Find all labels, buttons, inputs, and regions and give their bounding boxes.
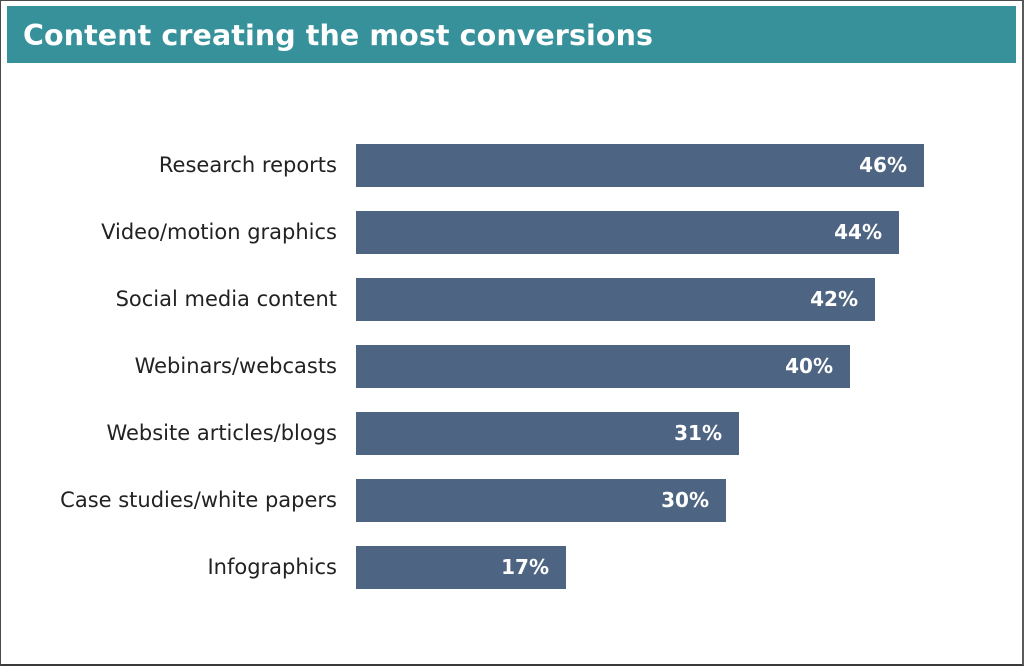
bar-row: Infographics 17% [0,546,1024,590]
value-label: 46% [859,153,907,177]
bar-row: Research reports 46% [0,144,1024,188]
value-label: 44% [834,220,882,244]
category-label: Research reports [158,153,337,177]
value-label: 17% [501,555,549,579]
category-label: Video/motion graphics [101,220,337,244]
bar: 40% [356,345,850,388]
bar: 42% [356,278,875,321]
bar-row: Webinars/webcasts 40% [0,345,1024,389]
category-label: Infographics [207,555,337,579]
category-label: Case studies/white papers [60,488,337,512]
bar: 44% [356,211,899,254]
bar-row: Video/motion graphics 44% [0,211,1024,255]
bar: 30% [356,479,726,522]
category-label: Social media content [115,287,337,311]
bar-row: Case studies/white papers 30% [0,479,1024,523]
bar-row: Website articles/blogs 31% [0,412,1024,456]
category-label: Website articles/blogs [106,421,337,445]
value-label: 40% [785,354,833,378]
bar: 31% [356,412,739,455]
bar: 17% [356,546,566,589]
value-label: 42% [810,287,858,311]
title-bar: Content creating the most conversions [7,6,1016,63]
chart-title: Content creating the most conversions [23,19,654,52]
category-label: Webinars/webcasts [134,354,337,378]
value-label: 30% [661,488,709,512]
value-label: 31% [674,421,722,445]
bar-row: Social media content 42% [0,278,1024,322]
bar: 46% [356,144,924,187]
